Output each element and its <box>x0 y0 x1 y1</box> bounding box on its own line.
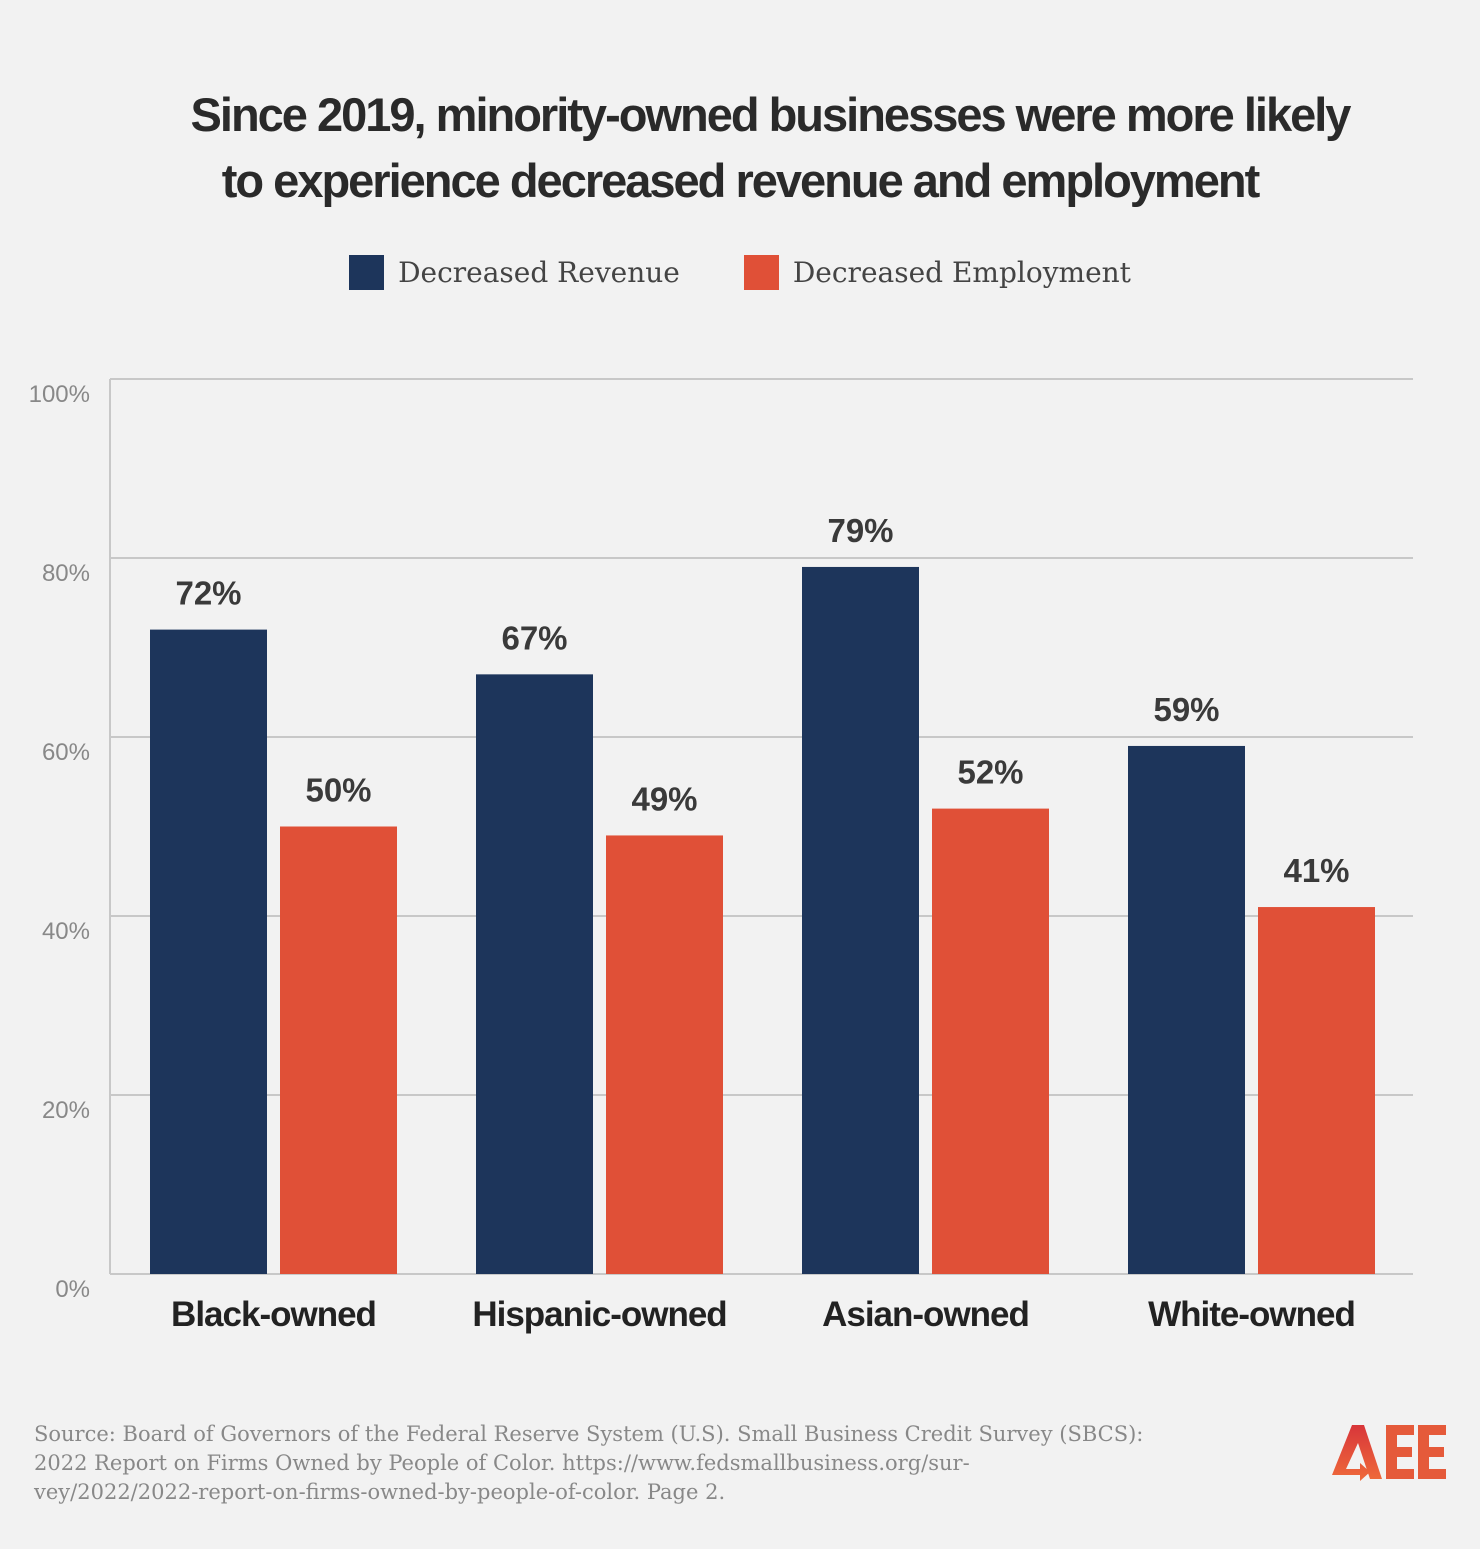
legend-label-employment: Decreased Employment <box>792 256 1131 289</box>
data-label: 79% <box>827 512 893 549</box>
chart-title: Since 2019, minority-owned businesses we… <box>0 82 1480 214</box>
legend-item-employment: Decreased Employment <box>743 255 1131 290</box>
data-label: 41% <box>1283 852 1349 889</box>
y-tick-label: 100% <box>29 381 90 408</box>
legend: Decreased Revenue Decreased Employment <box>0 255 1480 290</box>
bar-employment <box>1258 907 1375 1274</box>
source-line-2: 2022 Report on Firms Owned by People of … <box>34 1451 970 1475</box>
legend-swatch-employment <box>743 255 779 290</box>
data-label: 50% <box>305 772 371 809</box>
source-line-1: Source: Board of Governors of the Federa… <box>34 1422 1144 1446</box>
bar-revenue <box>1128 745 1245 1274</box>
bar-revenue <box>150 629 267 1274</box>
y-tick-label: 40% <box>42 918 90 945</box>
title-line-2: to experience decreased revenue and empl… <box>221 154 1260 207</box>
y-tick-label: 0% <box>55 1276 90 1303</box>
data-label: 59% <box>1153 691 1219 728</box>
bar-revenue <box>802 566 919 1274</box>
data-label: 52% <box>957 754 1023 791</box>
data-label: 49% <box>631 780 697 817</box>
x-tick-label: White-owned <box>1148 1295 1355 1334</box>
title-line-1: Since 2019, minority-owned businesses we… <box>190 88 1352 141</box>
bar-chart: 0% 20% 40% 60% 80% 100% 72% 50% Black-owned 67% 49… <box>29 378 1413 1334</box>
bar-employment <box>932 808 1049 1274</box>
x-tick-label: Black-owned <box>171 1295 376 1334</box>
legend-item-revenue: Decreased Revenue <box>349 255 680 290</box>
legend-label-revenue: Decreased Revenue <box>398 256 680 289</box>
bar-employment <box>606 835 723 1274</box>
x-tick-label: Hispanic-owned <box>472 1295 726 1334</box>
source-line-3: vey/2022/2022-report-on-firms-owned-by-p… <box>34 1480 726 1504</box>
source-note: Source: Board of Governors of the Federa… <box>34 1420 1274 1507</box>
y-tick-label: 20% <box>42 1097 90 1124</box>
aee-logo <box>1332 1425 1446 1481</box>
x-tick-label: Asian-owned <box>822 1295 1029 1334</box>
y-tick-label: 60% <box>42 739 90 766</box>
y-tick-label: 80% <box>42 560 90 587</box>
bar-revenue <box>476 674 593 1274</box>
legend-swatch-revenue <box>349 255 385 290</box>
bar-employment <box>280 826 397 1274</box>
data-label: 67% <box>501 619 567 656</box>
data-label: 72% <box>175 575 241 612</box>
